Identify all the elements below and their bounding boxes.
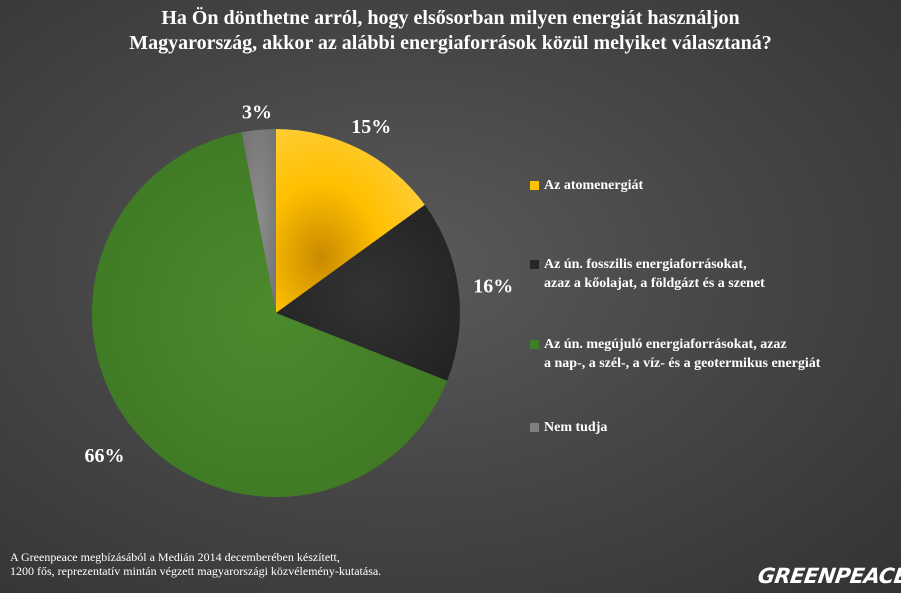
footnote-line-2: 1200 fős, reprezentatív mintán végzett m… [10,564,382,578]
legend-label-renewable-line-1: Az ún. megújuló energiaforrásokat, azaz [544,337,787,352]
pie-slice-renewable [92,132,448,497]
pie-slice-fossil [276,204,460,381]
legend-swatch-renewable [530,340,539,349]
footnote-line-1: A Greenpeace megbízásából a Medián 2014 … [10,550,340,564]
legend-label-nuclear: Az atomenergiát [544,178,644,193]
data-label-unknown: 3% [242,101,272,123]
chart-title-line-1: Ha Ön dönthetne arról, hogy elsősorban m… [161,7,740,29]
legend-label-renewable-line-2: a nap-, a szél-, a víz- és a geotermikus… [544,356,821,371]
pie-slice-unknown [241,129,276,313]
chart-title-line-2: Magyarország, akkor az alábbi energiafor… [129,32,772,54]
legend-item-nuclear: Az atomenergiát [530,176,643,195]
source-footnote: A Greenpeace megbízásából a Medián 2014 … [10,550,381,578]
legend-item-unknown: Nem tudja [530,418,607,437]
pie-slice-nuclear [276,129,425,313]
legend-item-renewable: Az ún. megújuló energiaforrásokat, azaz … [530,335,820,373]
greenpeace-logo: GREENPEACE [756,564,901,588]
data-label-fossil: 16% [473,276,513,298]
chart-title: Ha Ön dönthetne arról, hogy elsősorban m… [0,6,901,56]
legend-swatch-nuclear [530,181,539,190]
legend-item-fossil: Az ún. fosszilis energiaforrásokat, azaz… [530,255,765,293]
data-label-renewable: 66% [84,445,124,467]
legend-label-fossil-line-2: azaz a kőolajat, a földgázt és a szenet [544,276,765,291]
data-label-nuclear: 15% [351,116,391,138]
legend-swatch-fossil [530,260,539,269]
legend-label-unknown: Nem tudja [544,420,608,435]
legend-label-fossil-line-1: Az ún. fosszilis energiaforrásokat, [544,257,747,272]
legend-swatch-unknown [530,423,539,432]
